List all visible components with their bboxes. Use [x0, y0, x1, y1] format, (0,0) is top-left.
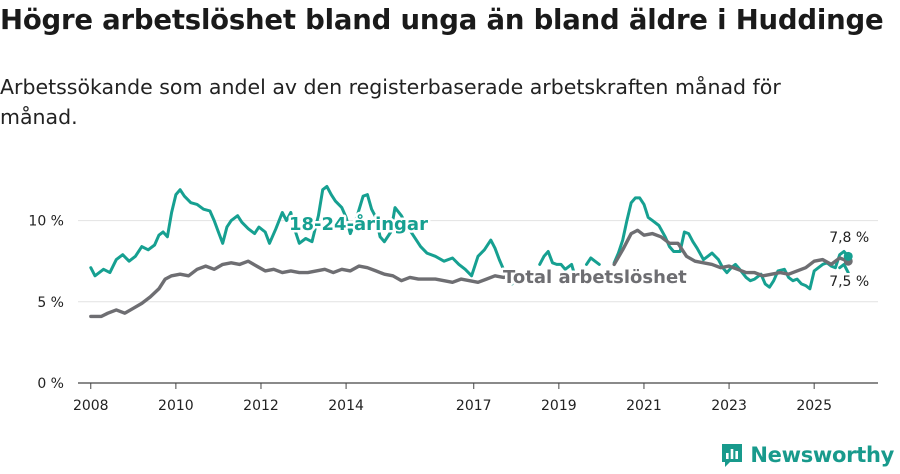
- total-series-label-halo: Total arbetslöshet: [503, 267, 687, 288]
- axes: 0 % 5 % 10 % 2008 2010 2012 2014 2017 2019 2021 20…: [28, 214, 878, 414]
- total-series-line: [612, 228, 850, 278]
- youth-series-line: [838, 262, 850, 275]
- brand-name: Newsworthy: [750, 443, 894, 467]
- youth-series-line: [538, 250, 578, 281]
- y-tick-label: 5 %: [37, 295, 64, 311]
- series-lines: [89, 185, 853, 319]
- youth-end-value-label: 7,8 %: [829, 230, 869, 246]
- gridlines: [78, 220, 878, 303]
- x-tick-label: 2017: [456, 398, 492, 414]
- x-tick-label: 2010: [158, 398, 194, 414]
- newsworthy-logo: Newsworthy: [720, 442, 894, 468]
- x-tick-label: 2019: [541, 398, 577, 414]
- chart-title: Högre arbetslöshet bland unga än bland ä…: [0, 4, 884, 36]
- youth-series-line: [585, 256, 601, 266]
- youth-series-label: 18-24-åringar: [289, 213, 428, 235]
- youth-series-line: [89, 185, 514, 286]
- y-tick-label: 0 %: [37, 376, 64, 392]
- x-tick-label: 2008: [73, 398, 109, 414]
- total-end-value-label-halo: 7,5 %: [829, 274, 869, 290]
- total-series-label: Total arbetslöshet: [503, 267, 687, 288]
- total-end-value-label: 7,5 %: [829, 274, 869, 290]
- bar-chart-logo-icon: [722, 444, 743, 467]
- x-tick-label: 2012: [243, 398, 279, 414]
- chart-subtitle: Arbetssökande som andel av den registerb…: [0, 75, 781, 129]
- youth-end-point: [843, 251, 853, 261]
- youth-end-value-label-halo: 7,8 %: [829, 230, 869, 246]
- x-tick-label: 2025: [796, 398, 832, 414]
- x-tick-label: 2014: [328, 398, 364, 414]
- total-series-line: [89, 259, 514, 319]
- youth-series-label-halo: 18-24-åringar: [289, 213, 428, 235]
- x-tick-label: 2021: [626, 398, 662, 414]
- x-tick-label: 2023: [711, 398, 747, 414]
- y-tick-label: 10 %: [28, 214, 64, 230]
